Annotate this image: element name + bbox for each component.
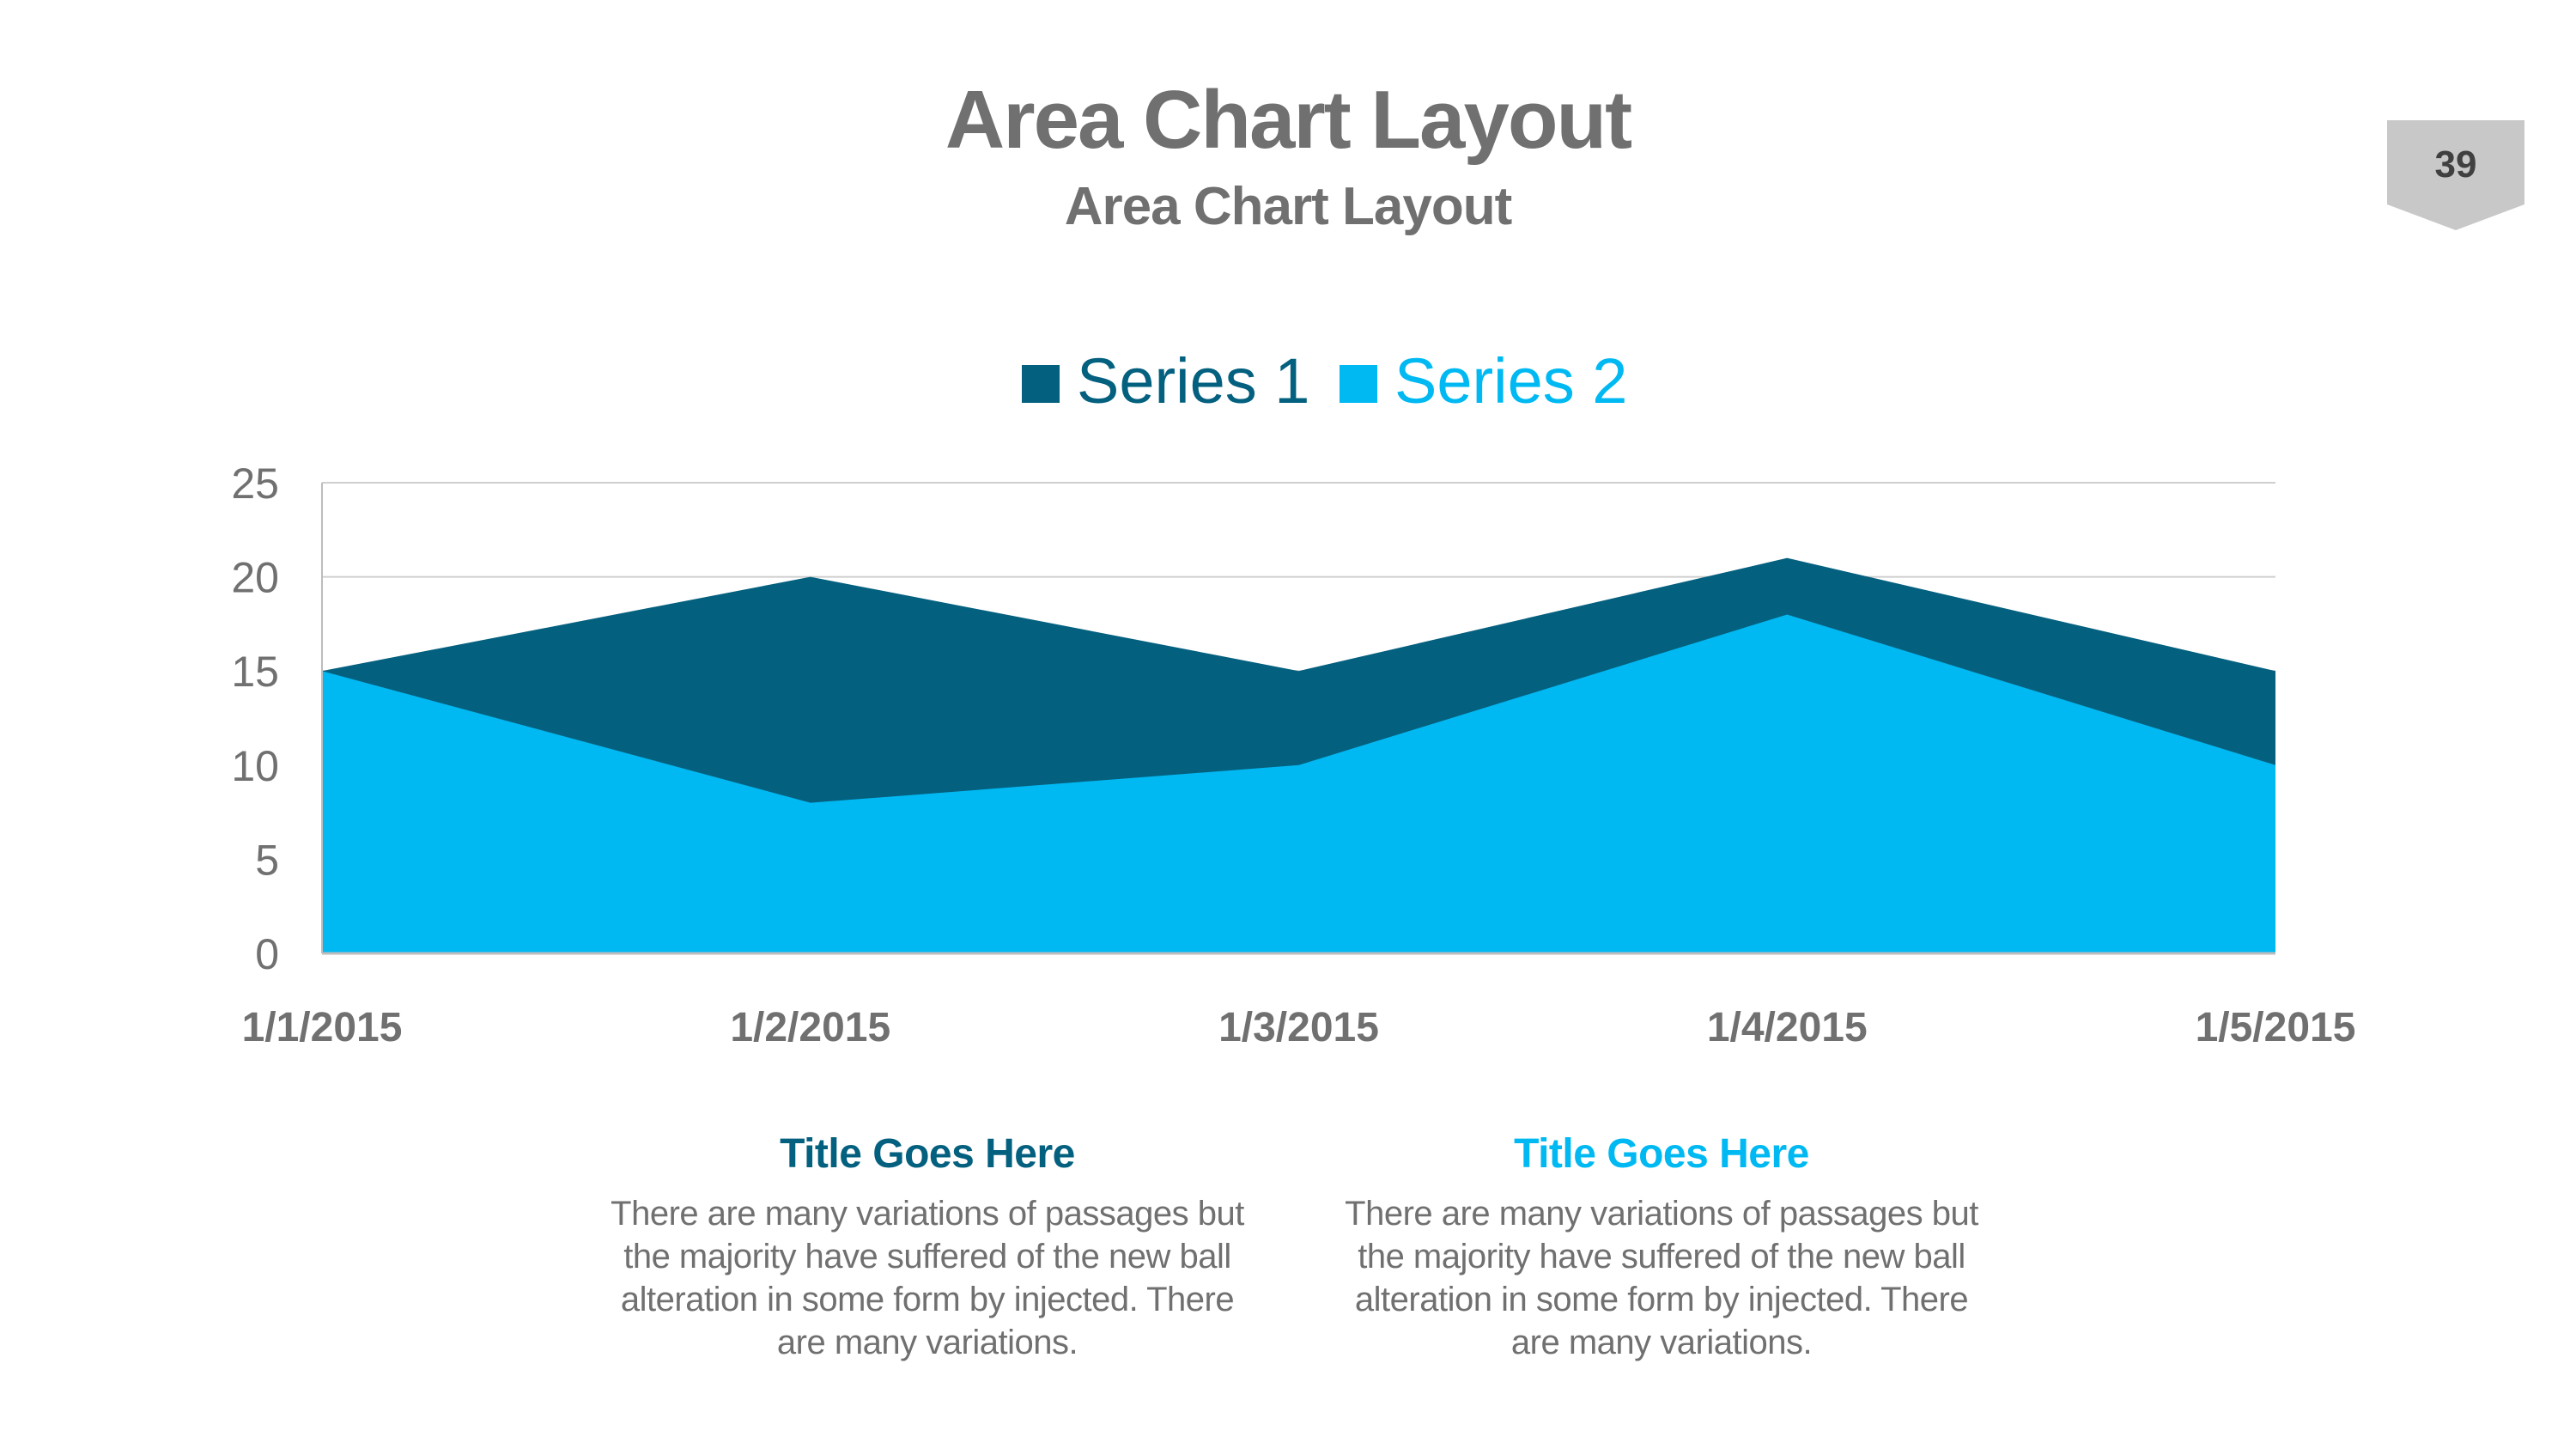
legend-swatch-series-1	[1022, 365, 1060, 403]
legend-label-series-2: Series 2	[1394, 345, 1628, 417]
column-1-body: There are many variations of passages bu…	[611, 1195, 1244, 1361]
y-tick-label-0: 0	[255, 930, 279, 978]
y-tick-label-5: 5	[255, 836, 279, 884]
column-2-title: Title Goes Here	[1514, 1131, 1809, 1177]
slide-subtitle: Area Chart Layout	[1064, 177, 1512, 236]
legend-swatch-series-2	[1340, 365, 1377, 403]
column-2-body: There are many variations of passages bu…	[1345, 1195, 1978, 1361]
y-tick-label-25: 25	[231, 460, 279, 508]
area-series-2	[322, 614, 2275, 953]
column-1-title: Title Goes Here	[780, 1131, 1075, 1177]
x-tick-label-5: 1/5/2015	[2196, 1005, 2356, 1050]
text-column-2: Title Goes Here There are many variation…	[1335, 1134, 1988, 1364]
y-tick-label-10: 10	[231, 742, 279, 790]
chart-legend: Series 1 Series 2	[0, 348, 2576, 417]
page-number-badge: 39	[2387, 120, 2524, 232]
legend-label-series-1: Series 1	[1077, 345, 1310, 417]
x-tick-label-1: 1/1/2015	[242, 1005, 403, 1050]
y-tick-label-15: 15	[231, 648, 279, 696]
slide-title: Area Chart Layout	[945, 74, 1632, 166]
text-column-1: Title Goes Here There are many variation…	[601, 1134, 1254, 1364]
x-tick-label-2: 1/2/2015	[730, 1005, 890, 1050]
y-tick-label-20: 20	[231, 554, 279, 602]
x-tick-label-4: 1/4/2015	[1707, 1005, 1868, 1050]
page-badge-shape	[2387, 120, 2524, 230]
x-tick-label-3: 1/3/2015	[1218, 1005, 1379, 1050]
page-number: 39	[2434, 143, 2477, 186]
